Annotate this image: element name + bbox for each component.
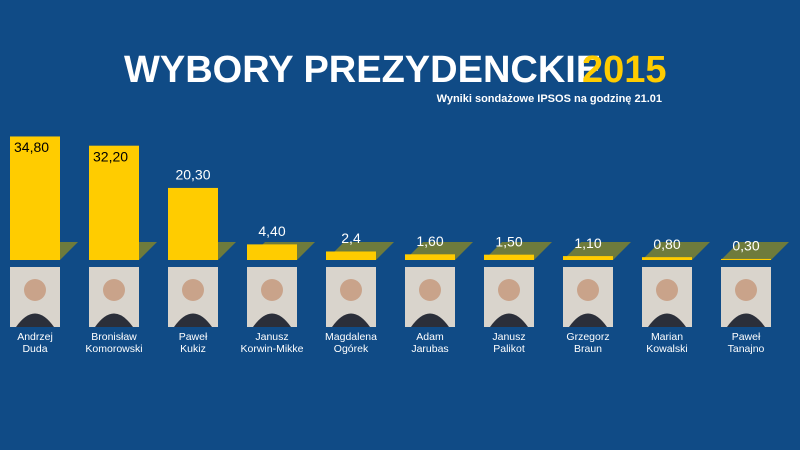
- bar: [642, 257, 692, 260]
- photo-face: [103, 279, 125, 301]
- bar: [563, 256, 613, 260]
- photo-body: [490, 313, 528, 327]
- bar: [168, 187, 218, 260]
- photo-face: [182, 279, 204, 301]
- photo-body: [332, 313, 370, 327]
- value-label: 0,80: [653, 236, 680, 252]
- x-tick-label: Paweł Kukiz: [179, 331, 208, 355]
- value-label: 32,20: [93, 148, 128, 164]
- bar: [10, 136, 60, 260]
- photo-body: [16, 313, 54, 327]
- x-tick-label: Janusz Korwin-Mikke: [240, 331, 303, 355]
- value-label: 34,80: [14, 139, 49, 155]
- bar: [89, 145, 139, 260]
- value-label: 2,4: [341, 230, 361, 246]
- photo-face: [498, 279, 520, 301]
- value-label: 4,40: [258, 223, 285, 239]
- x-tick-label: Bronisław Komorowski: [85, 331, 142, 355]
- x-tick-label: Janusz Palikot: [492, 331, 525, 355]
- photo-body: [727, 313, 765, 327]
- value-label: 1,50: [495, 233, 522, 249]
- x-tick-label: Grzegorz Braun: [566, 331, 609, 355]
- photo-body: [95, 313, 133, 327]
- bar: [326, 251, 376, 260]
- value-label: 1,60: [416, 233, 443, 249]
- value-label: 0,30: [732, 238, 759, 254]
- value-label: 1,10: [574, 235, 601, 251]
- chart-title-year: 2015: [582, 49, 667, 91]
- x-tick-label: Paweł Tanajno: [728, 331, 765, 355]
- photo-body: [569, 313, 607, 327]
- bar: [484, 254, 534, 260]
- x-tick-label: Magdalena Ogórek: [325, 331, 377, 355]
- bar-shadow: [563, 242, 631, 260]
- bar-shadow: [721, 242, 789, 260]
- value-label: 20,30: [175, 167, 210, 183]
- photo-face: [340, 279, 362, 301]
- photo-body: [253, 313, 291, 327]
- photo-body: [174, 313, 212, 327]
- photo-face: [261, 279, 283, 301]
- x-tick-label: Adam Jarubas: [411, 331, 448, 355]
- photo-face: [735, 279, 757, 301]
- photo-body: [411, 313, 449, 327]
- chart-subtitle: Wyniki sondażowe IPSOS na godzinę 21.01: [437, 93, 662, 105]
- photo-face: [24, 279, 46, 301]
- bar: [405, 254, 455, 260]
- bar: [247, 244, 297, 260]
- photo-body: [648, 313, 686, 327]
- photo-face: [419, 279, 441, 301]
- chart-title: WYBORY PREZYDENCKIE: [124, 49, 601, 91]
- x-tick-label: Marian Kowalski: [646, 331, 687, 355]
- photo-face: [656, 279, 678, 301]
- bar: [721, 258, 771, 260]
- bar-shadow: [642, 242, 710, 260]
- x-tick-label: Andrzej Duda: [17, 331, 53, 355]
- photo-face: [577, 279, 599, 301]
